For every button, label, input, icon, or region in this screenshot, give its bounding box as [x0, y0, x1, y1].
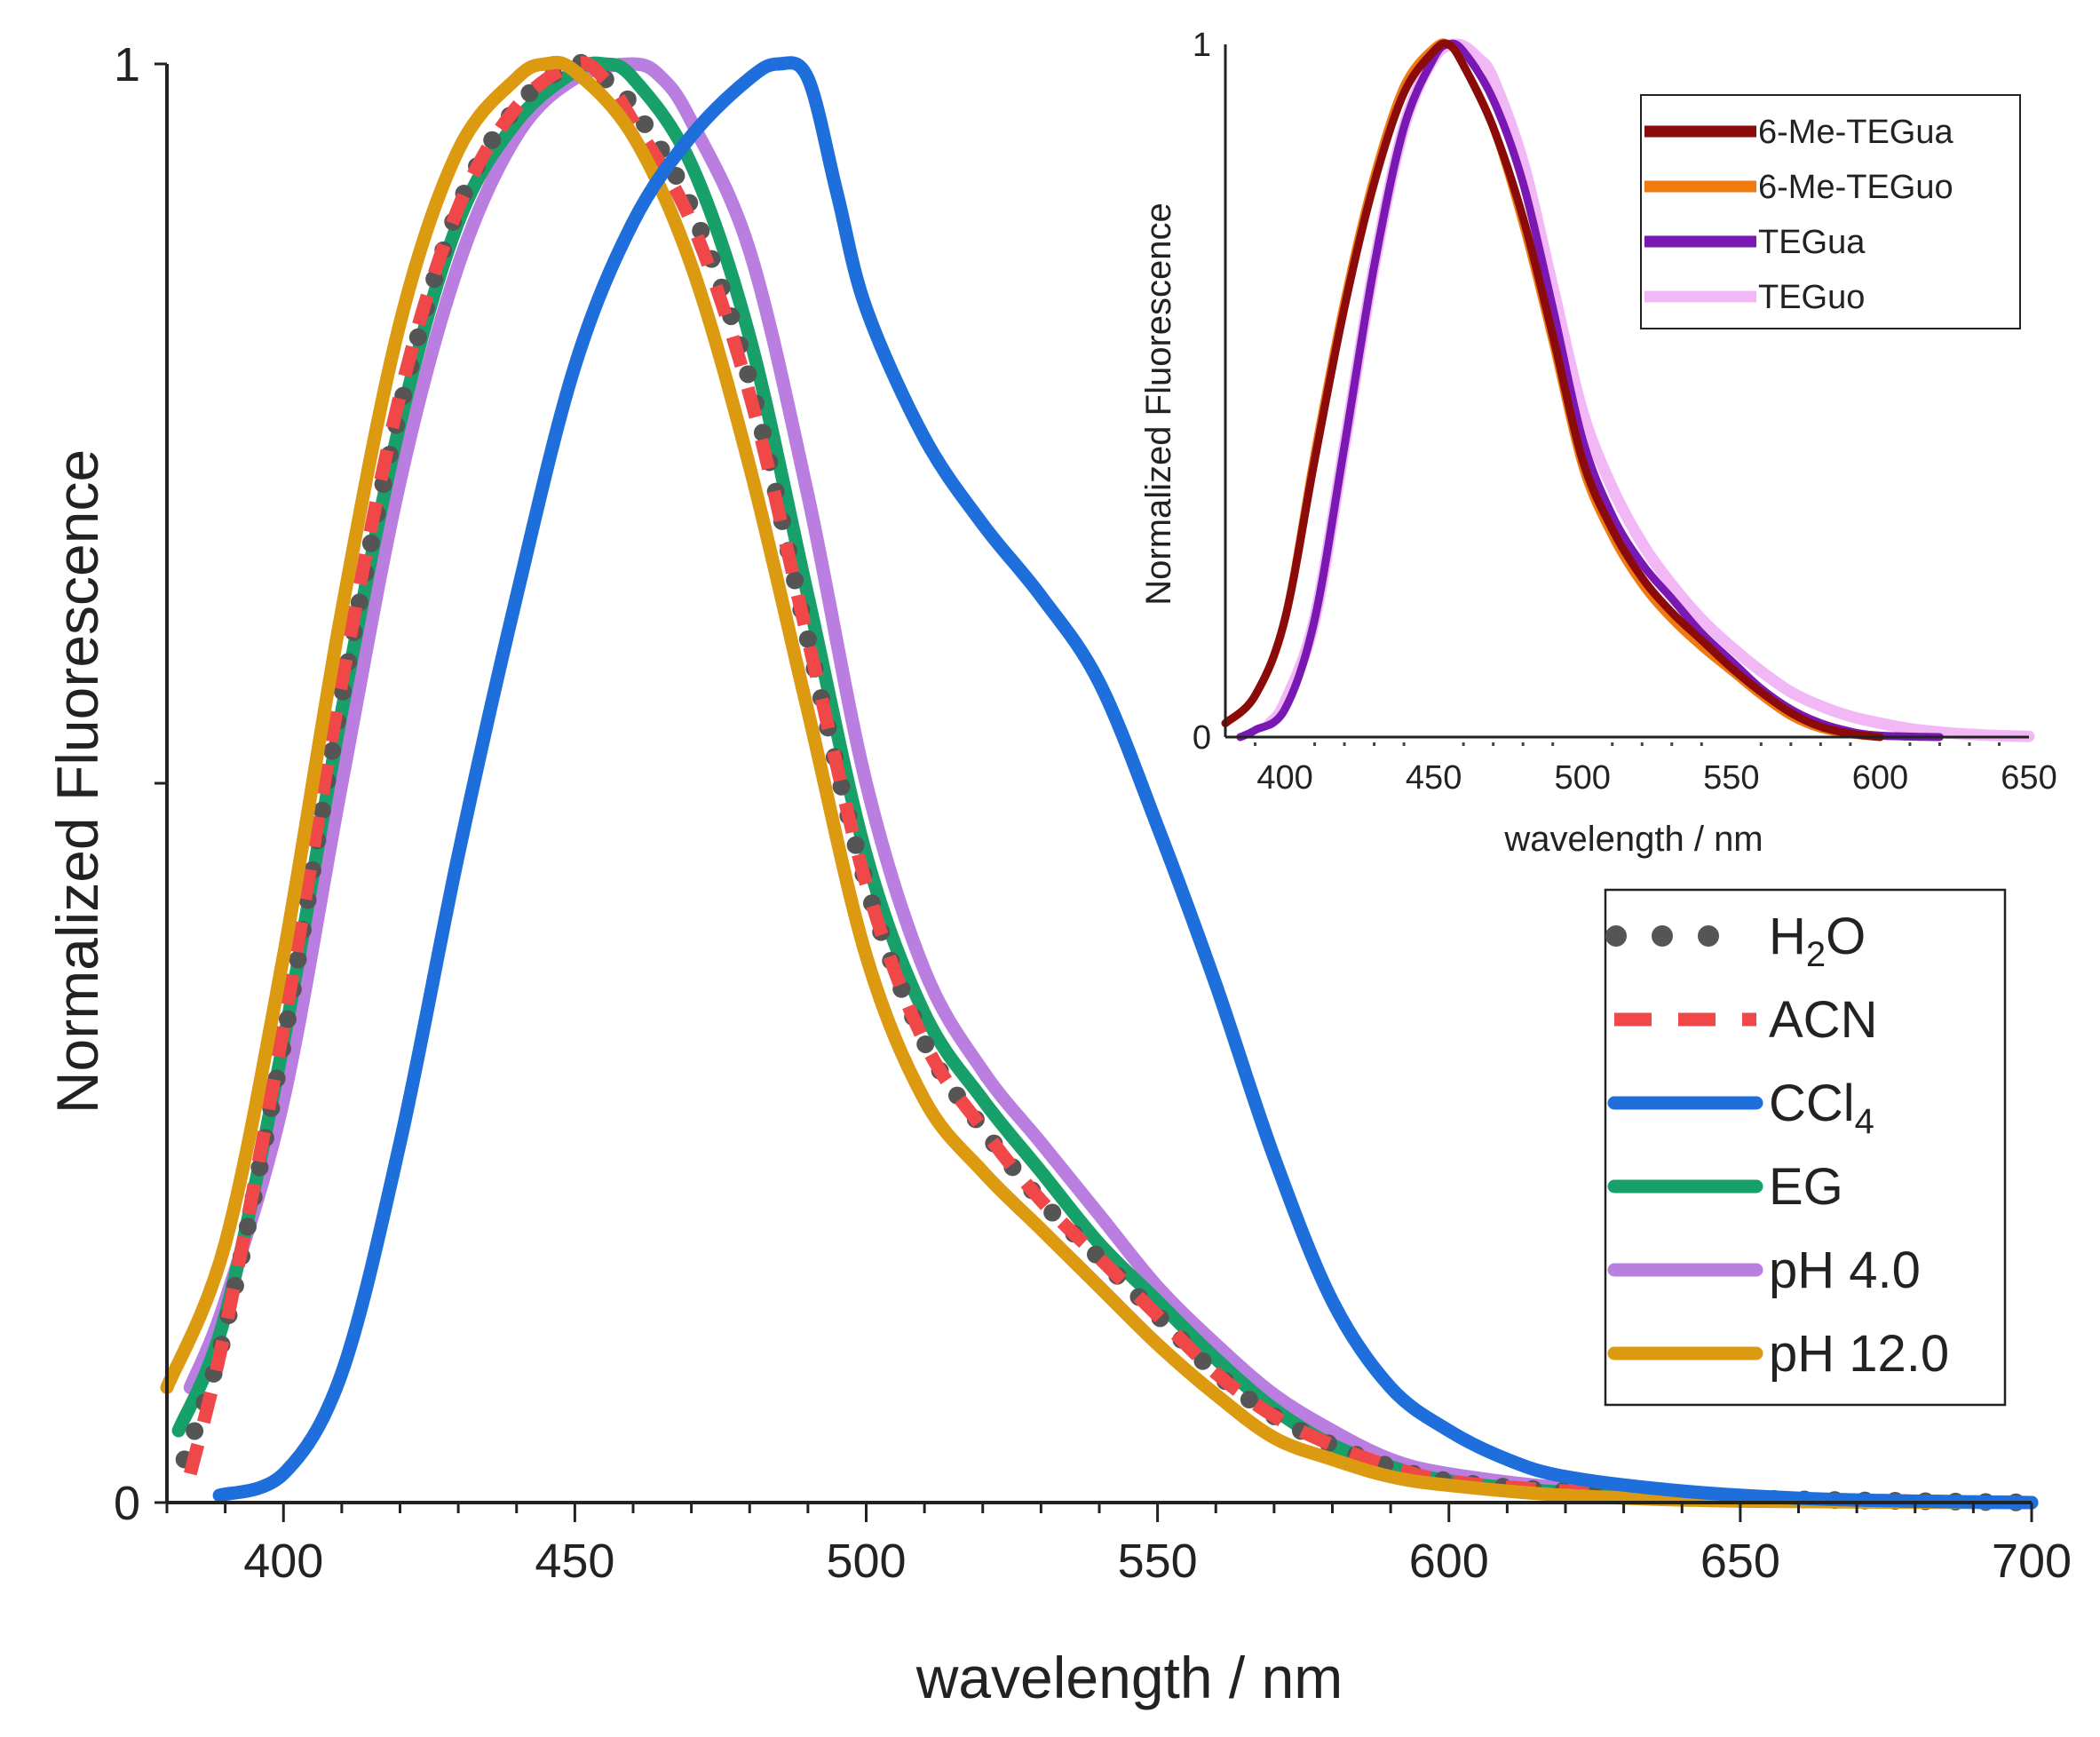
inset-legend: 6-Me-TEGua 6-Me-TEGuo TEGua TEGuo	[1644, 114, 1953, 316]
main-y-tick-label: 1	[114, 38, 140, 91]
legend-label-main: pH 4.0	[1769, 1241, 1921, 1299]
inset-legend-label: TEGuo	[1758, 279, 1865, 316]
legend-label-subscript: 4	[1855, 1102, 1874, 1141]
main-x-axis-title: wavelength / nm	[915, 1645, 1343, 1710]
inset-legend-label: TEGua	[1758, 224, 1866, 261]
legend-label-main: ACN	[1769, 991, 1877, 1049]
inset-x-tick-label: 650	[2001, 759, 2056, 797]
legend-label: pH 12.0	[1769, 1325, 1949, 1383]
legend-label-subscript: 2	[1806, 935, 1826, 974]
main-x-tick-label: 700	[1992, 1535, 2072, 1588]
main-x-ticks: 400 450 500 550 600 650 700	[165, 1503, 2072, 1588]
inset-legend-label: 6-Me-TEGuo	[1758, 169, 1953, 206]
main-y-tick-label: 0	[114, 1477, 140, 1530]
main-series-ph-12-0	[160, 55, 2039, 1510]
legend-label-main: EG	[1769, 1158, 1843, 1216]
legend-label: ACN	[1769, 991, 1877, 1049]
inset-x-tick-label: 550	[1703, 759, 1759, 797]
main-x-tick-label: 500	[826, 1535, 906, 1588]
inset-x-tick-label: 500	[1555, 759, 1611, 797]
main-x-tick-label: 450	[535, 1535, 614, 1588]
main-x-tick-label: 650	[1700, 1535, 1780, 1588]
main-series-h2o	[175, 53, 2041, 1511]
main-legend: H2O ACN CCl4 EG pH 4.0 pH 12.0	[1605, 908, 1949, 1383]
main-x-tick-label: 550	[1118, 1535, 1198, 1588]
legend-label: EG	[1769, 1158, 1843, 1216]
main-x-tick-label: 600	[1409, 1535, 1489, 1588]
inset-series-6-me-tegua	[1221, 39, 1884, 742]
legend-label-main: pH 12.0	[1769, 1325, 1949, 1383]
main-chart: 400 450 500 550 600 650 700 01 wavelength / nm…	[44, 38, 2072, 1710]
inset-x-ticks: 400 450 500 550 600 650	[1254, 742, 2057, 797]
inset-series-group	[1221, 38, 2035, 742]
legend-label-main: CCl	[1769, 1075, 1855, 1132]
inset-x-tick-label: 600	[1852, 759, 1908, 797]
inset-y-tick-label: 1	[1193, 27, 1211, 64]
inset-y-ticks: 01	[1193, 27, 1211, 757]
legend-label: CCl4	[1769, 1075, 1874, 1141]
inset-x-axis-title: wavelength / nm	[1503, 820, 1763, 859]
main-legend-box	[1604, 888, 2007, 1407]
inset-y-axis-title: Normalized Fluorescence	[1139, 202, 1178, 606]
main-y-ticks: 01	[114, 38, 167, 1530]
inset-legend-label: 6-Me-TEGua	[1758, 114, 1953, 151]
inset-x-tick-label: 400	[1256, 759, 1312, 797]
main-series-group	[160, 53, 2041, 1511]
legend-label: H2O	[1769, 908, 1866, 974]
legend-label: pH 4.0	[1769, 1241, 1921, 1299]
legend-label-main: H	[1769, 908, 1806, 965]
inset-y-tick-label: 0	[1193, 719, 1211, 757]
main-y-axis-title: Normalized Fluorescence	[44, 449, 110, 1114]
inset-chart: 400 450 500 550 600 650 01 wavelength / nm No…	[1139, 27, 2057, 859]
inset-x-tick-label: 450	[1406, 759, 1462, 797]
main-series-ccl4	[212, 56, 2039, 1510]
main-x-tick-label: 400	[243, 1535, 323, 1588]
legend-label-tail: O	[1826, 908, 1866, 965]
